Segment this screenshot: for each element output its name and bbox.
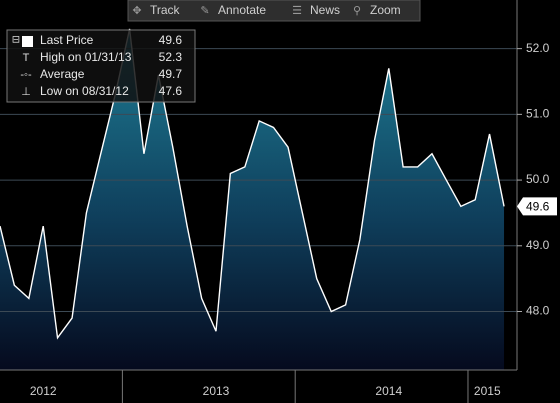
y-tick-label: 49.0 [526, 238, 550, 252]
legend-label: Low on 08/31/12 [40, 84, 129, 98]
x-tick-label: 2012 [30, 384, 57, 398]
legend-box [6, 29, 196, 103]
legend-collapse: ⊟ [12, 35, 20, 46]
line [0, 28, 505, 340]
toolbar-icon: ⚲ [353, 5, 361, 17]
x-tick-label: 2014 [375, 384, 402, 398]
legend-symbol: ⊥ [21, 86, 31, 98]
toolbar-icon: ✎ [200, 5, 209, 17]
y-tick-label: 51.0 [526, 107, 550, 121]
legend-symbol: -◦- [20, 69, 32, 81]
legend-value: 47.6 [159, 84, 183, 98]
legend-label: High on 01/31/13 [40, 50, 132, 64]
y-tick-label: 50.0 [526, 172, 550, 186]
toolbar-icon: ☰ [292, 5, 302, 17]
legend-value: 49.7 [159, 67, 183, 81]
y-tick-label: 52.0 [526, 41, 550, 55]
legend-label: Last Price [40, 33, 94, 47]
x-tick-label: 2013 [203, 384, 230, 398]
last-value-tag [517, 197, 557, 216]
legend-symbol: T [23, 52, 30, 64]
legend-value: 52.3 [159, 50, 183, 64]
legend-value: 49.6 [159, 33, 183, 47]
toolbar-button[interactable]: Zoom [370, 3, 401, 17]
toolbar-icon: ✥ [132, 5, 141, 17]
last-value-label: 49.6 [526, 200, 550, 214]
x-tick-label: 2015 [474, 384, 501, 398]
legend-label: Average [40, 67, 85, 81]
toolbar-button[interactable]: News [310, 3, 340, 17]
toolbar [127, 0, 421, 22]
toolbar-button[interactable]: Annotate [218, 3, 266, 17]
legend-swatch [22, 36, 33, 47]
y-tick-label: 48.0 [526, 304, 550, 318]
toolbar-button[interactable]: Track [150, 3, 181, 17]
